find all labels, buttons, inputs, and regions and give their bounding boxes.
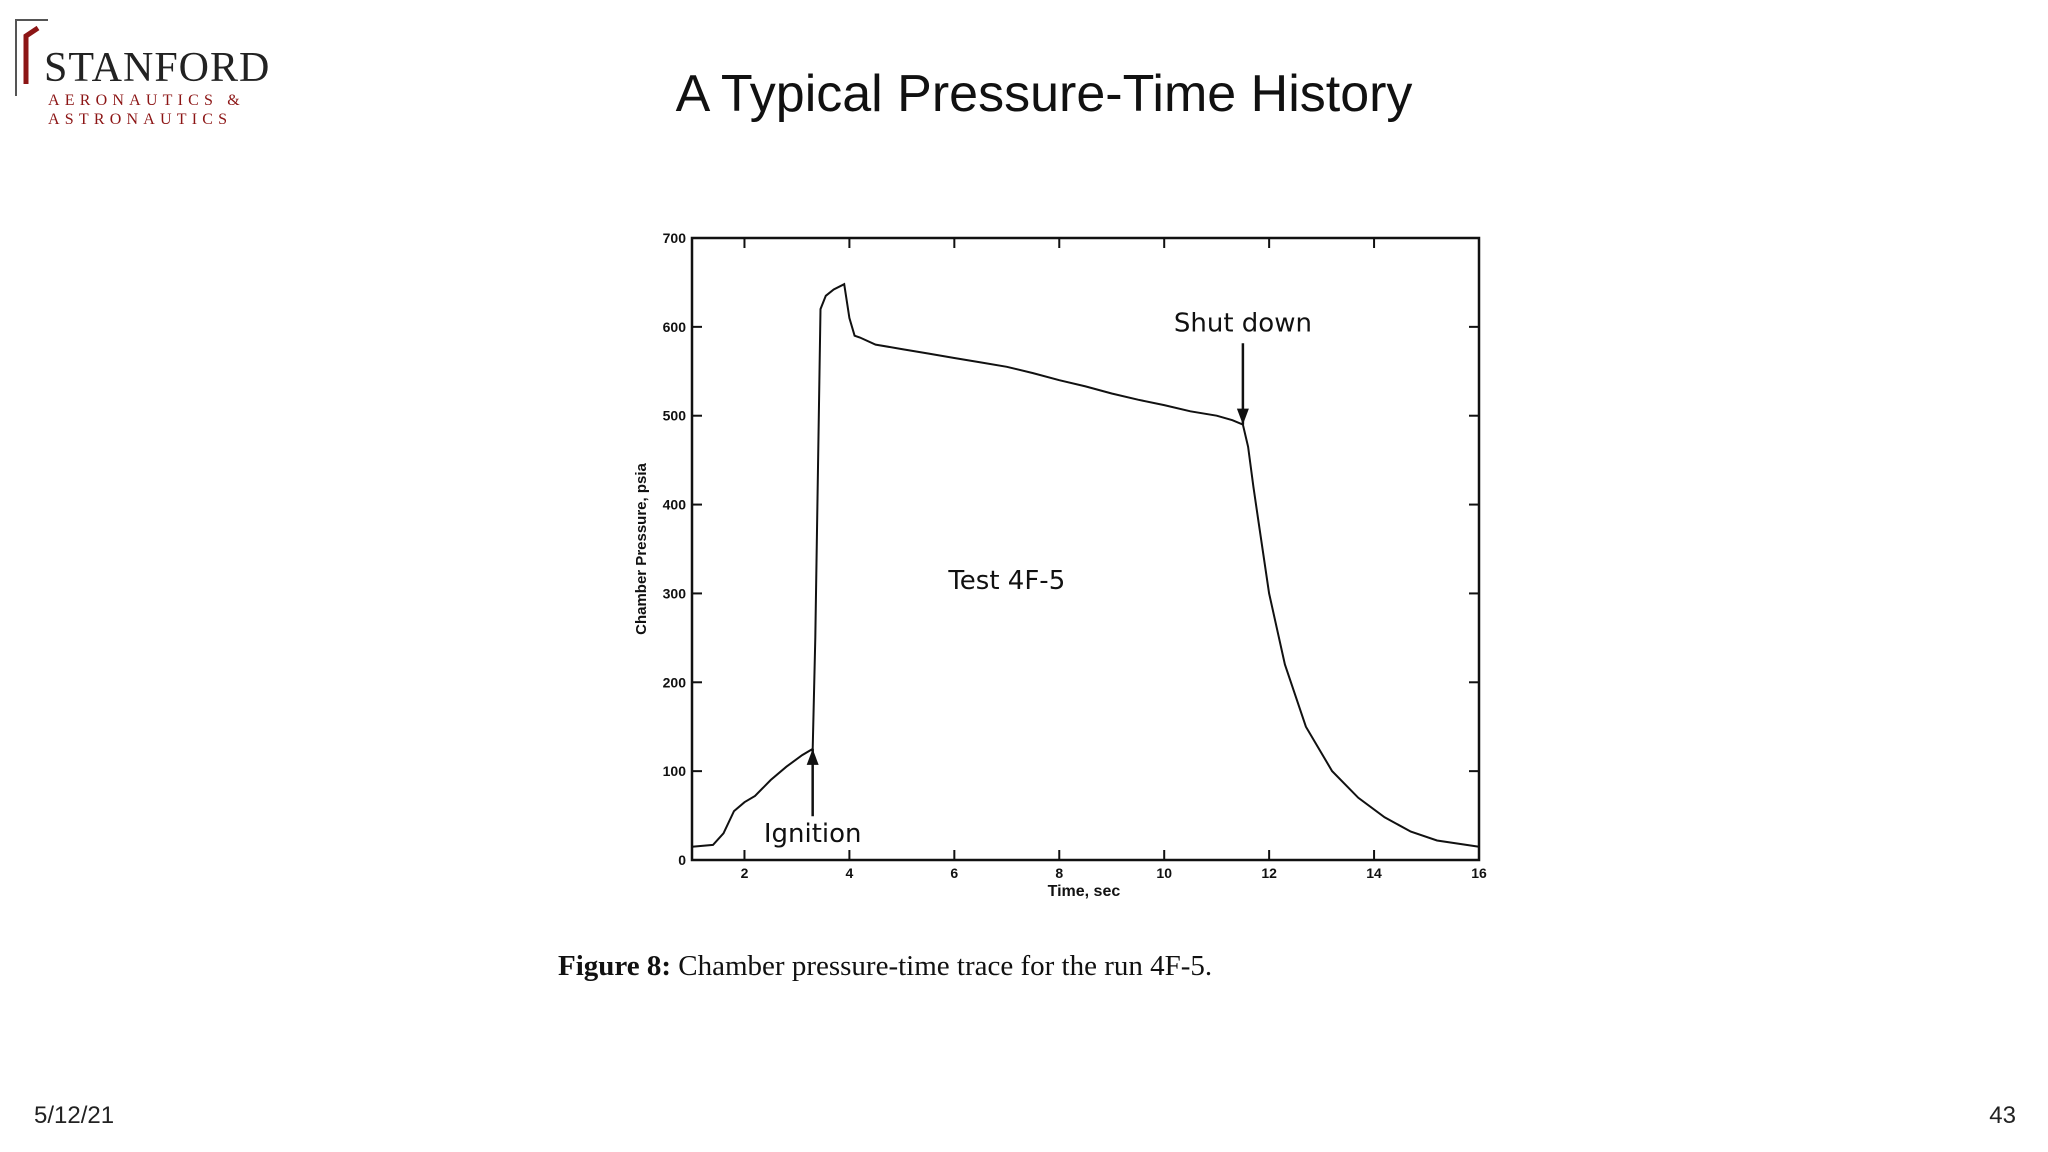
slide-number: 43: [1989, 1102, 2016, 1129]
x-tick-label: 8: [1055, 865, 1063, 881]
caption-label: Figure 8:: [558, 950, 672, 982]
y-tick-label: 200: [663, 674, 687, 690]
x-axis-label: Time, sec: [1048, 883, 1121, 900]
x-tick-label: 10: [1156, 865, 1172, 881]
logo-subtitle-2: ASTRONAUTICS: [48, 111, 233, 128]
x-tick-label: 2: [741, 865, 749, 881]
slide-date: 5/12/21: [34, 1102, 115, 1129]
arrow-head-icon: [806, 748, 819, 765]
annotations: Test 4F-5 Shut down Ignition: [764, 308, 1312, 849]
y-tick-label: 400: [663, 497, 687, 513]
x-ticks: 2 4 6 8 10 12 14 16: [741, 238, 1487, 881]
logo-mark-icon: [15, 19, 48, 96]
x-tick-label: 16: [1471, 865, 1487, 881]
x-tick-label: 14: [1366, 865, 1382, 881]
stanford-logo: STANFORD AERONAUTICS & ASTRONAUTICS: [14, 14, 269, 128]
y-tick-label: 500: [663, 408, 687, 424]
y-tick-label: 100: [663, 763, 687, 779]
annotation-1: Shut down: [1174, 308, 1312, 338]
y-tick-label: 300: [663, 585, 687, 601]
pressure-time-chart: 0 100 200 300 400 500 600 700 2 4 6 8 10 12 14 16 Time…: [620, 220, 1520, 920]
x-tick-label: 6: [950, 865, 958, 881]
slide-title: A Typical Pressure-Time History: [675, 65, 1413, 123]
logo-subtitle-1: AERONAUTICS &: [48, 92, 245, 109]
figure-caption: Figure 8: Chamber pressure-time trace fo…: [558, 950, 1212, 983]
x-tick-label: 12: [1261, 865, 1277, 881]
y-tick-label: 600: [663, 319, 687, 335]
y-ticks: 0 100 200 300 400 500 600 700: [663, 230, 1479, 868]
logo-title: STANFORD: [44, 45, 271, 91]
y-tick-label: 700: [663, 230, 687, 246]
y-tick-label: 0: [678, 852, 686, 868]
caption-text: Chamber pressure-time trace for the run …: [671, 950, 1213, 982]
chart-svg: 0 100 200 300 400 500 600 700 2 4 6 8 10 12 14 16 Time…: [633, 230, 1487, 900]
x-tick-label: 4: [846, 865, 854, 881]
y-axis-label: Chamber Pressure, psia: [633, 462, 650, 634]
pressure-series-line: [691, 282, 1480, 848]
annotation-2: Ignition: [764, 819, 862, 849]
annotation-0: Test 4F-5: [947, 566, 1065, 596]
plot-frame: [690, 236, 1481, 862]
arrow-head-icon: [1236, 408, 1249, 425]
